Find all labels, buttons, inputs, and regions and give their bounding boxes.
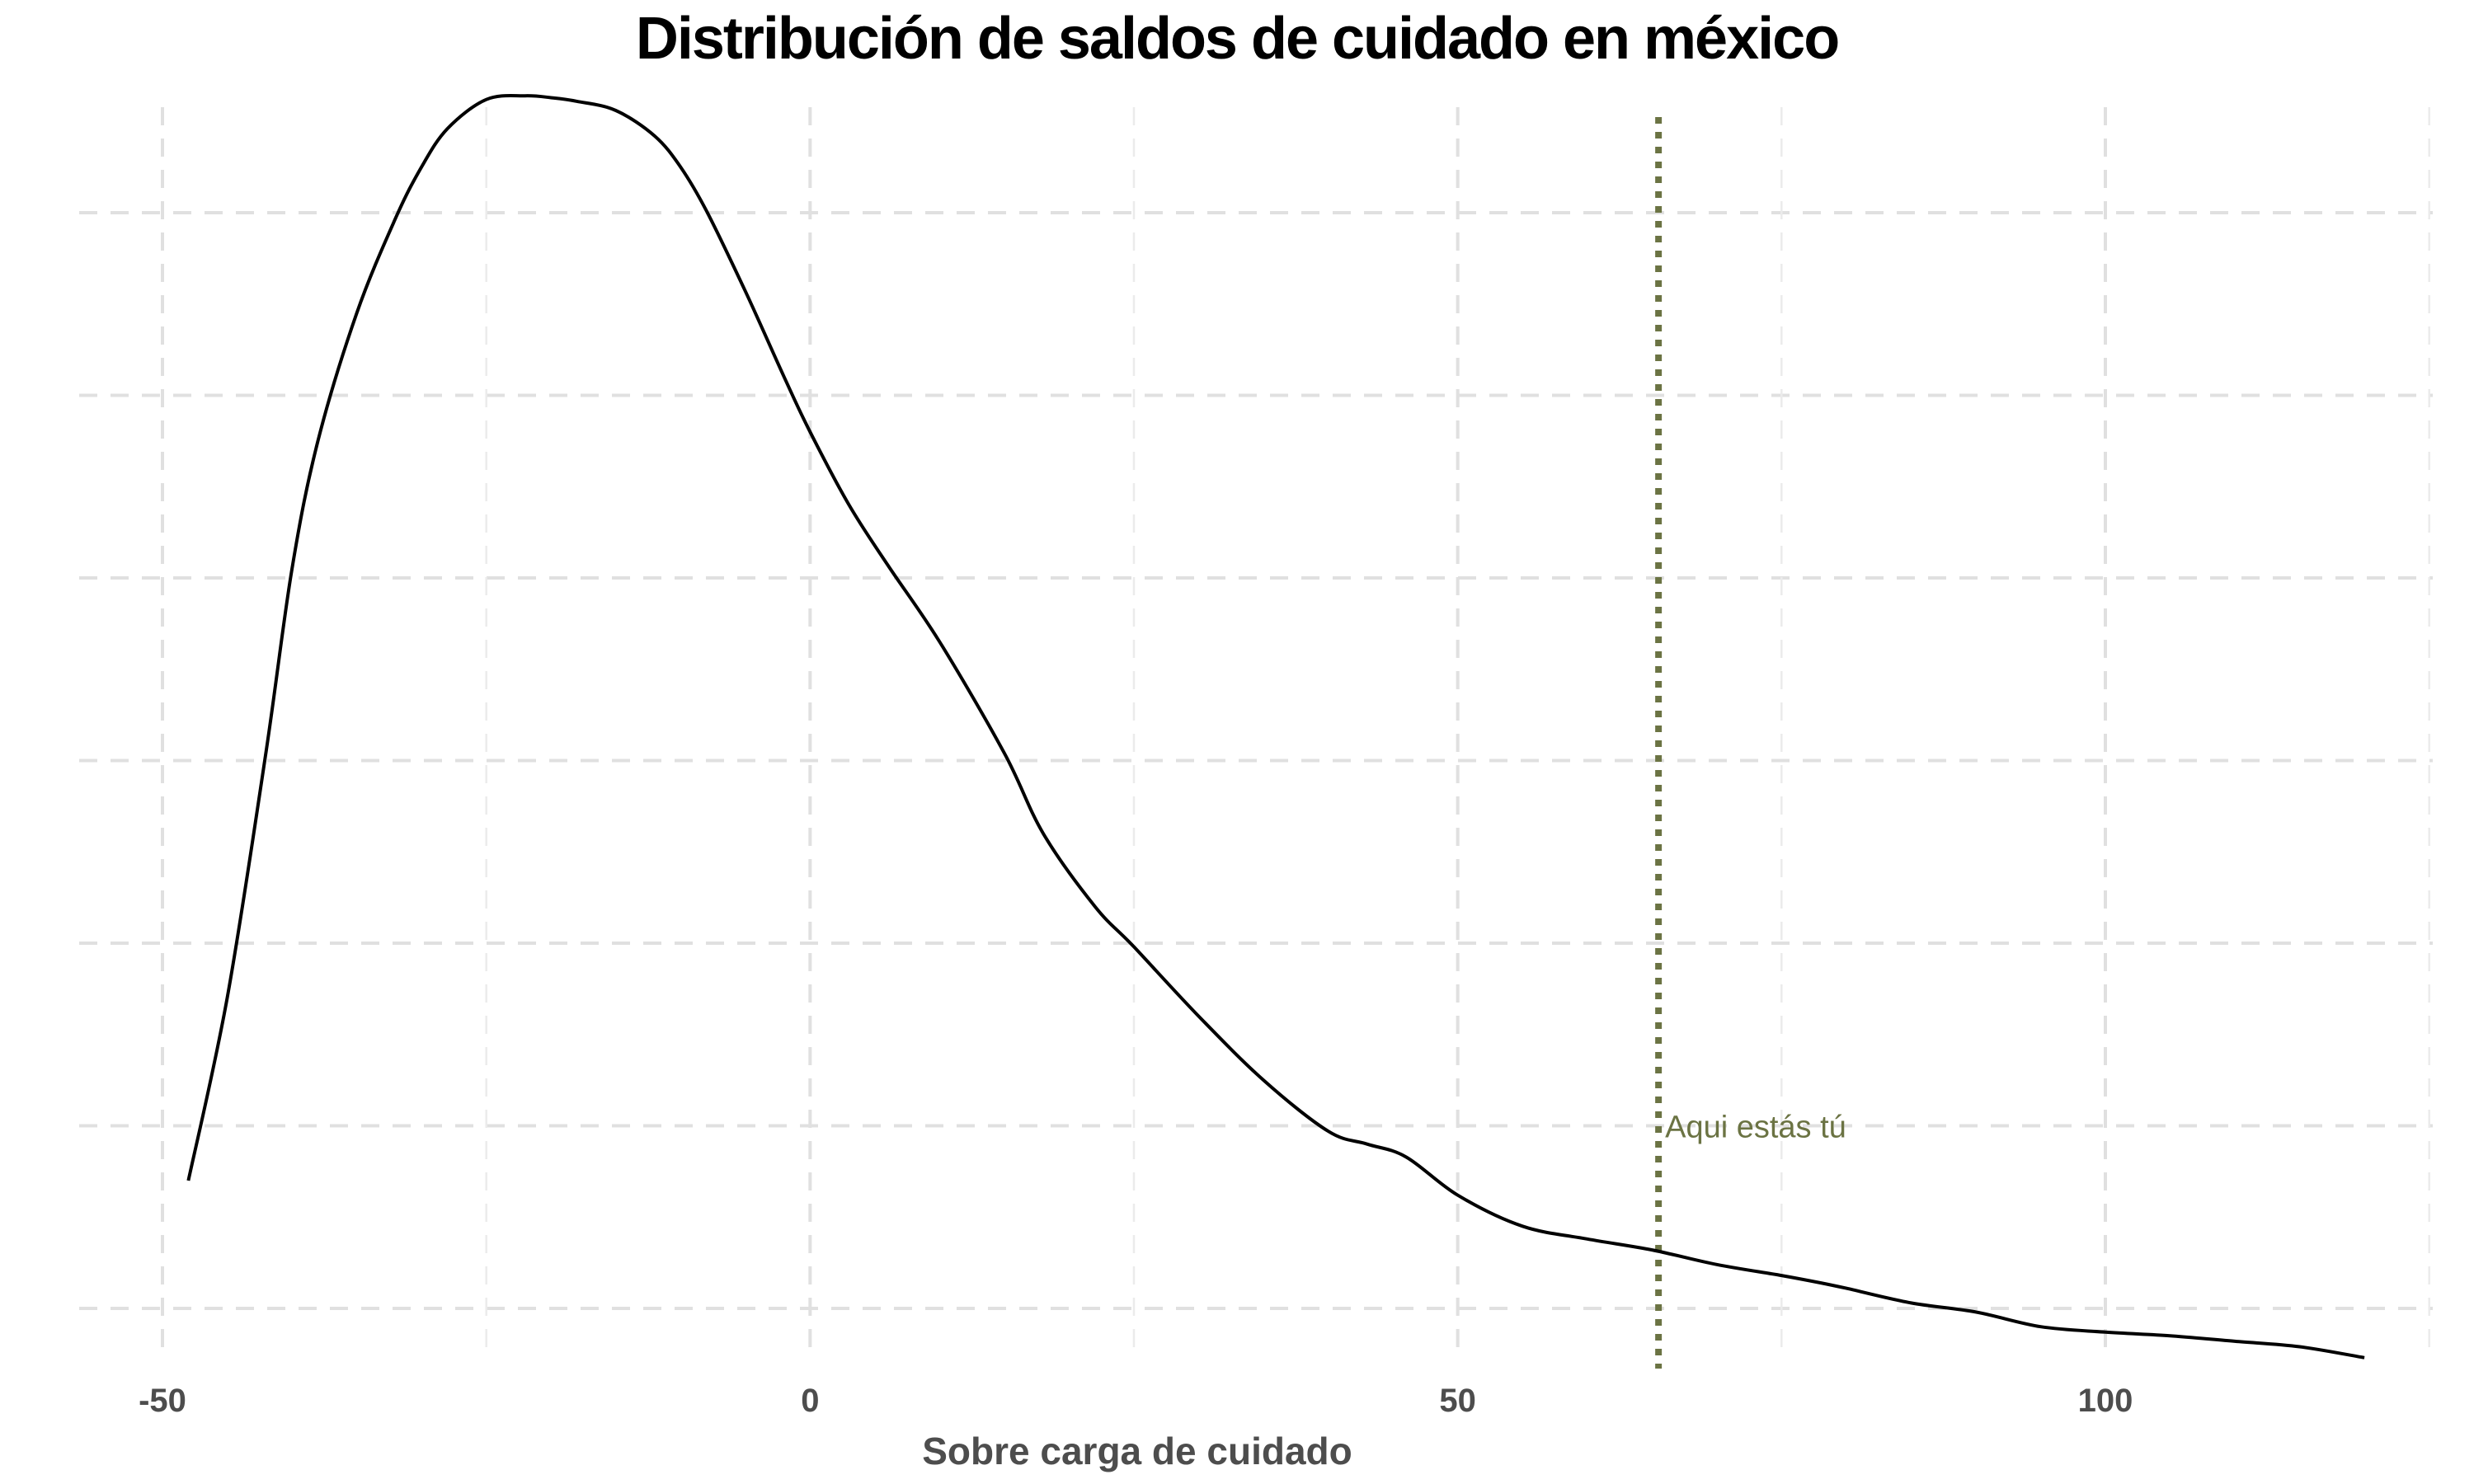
- x-axis-label: Sobre carga de cuidado: [922, 1430, 1352, 1472]
- grid-layer: [79, 107, 2433, 1360]
- chart-title: Distribución de saldos de cuidado en méx…: [635, 6, 1840, 72]
- density-curve: [186, 94, 2365, 1360]
- x-tick-label: 0: [801, 1383, 819, 1419]
- curve-layer: [186, 94, 2365, 1360]
- reference-line-layer: Aqui estás tú: [1655, 117, 1846, 1369]
- x-tick-label: 100: [2078, 1383, 2133, 1419]
- x-tick-label: 50: [1439, 1383, 1476, 1419]
- reference-line-label: Aqui estás tú: [1665, 1111, 1846, 1145]
- x-tick-label: -50: [139, 1383, 186, 1419]
- x-tick-labels: -50 0 50 100: [139, 1383, 2133, 1419]
